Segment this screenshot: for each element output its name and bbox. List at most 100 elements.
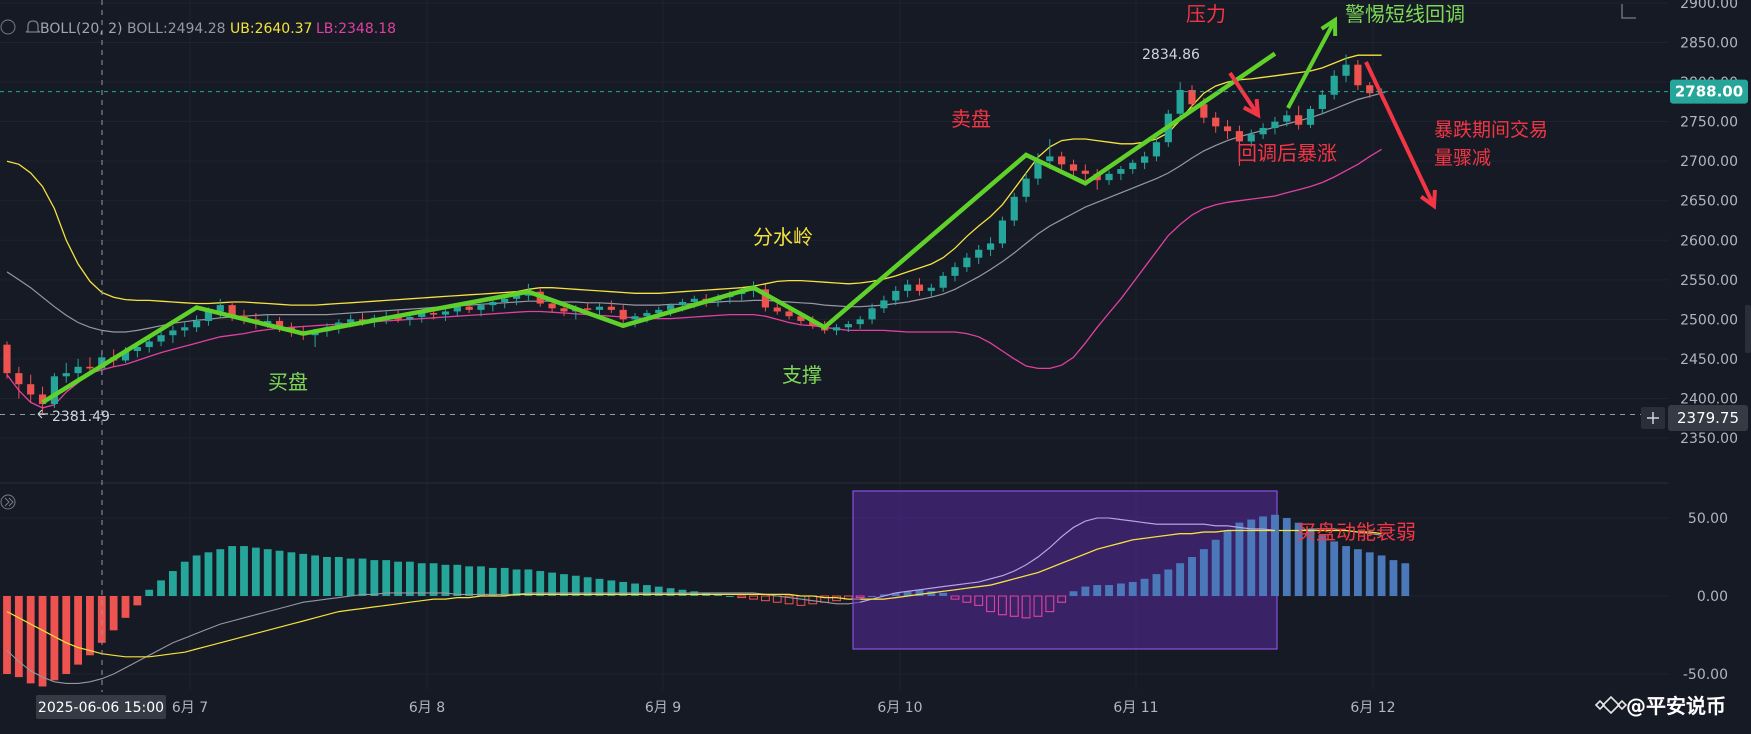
macd-histogram-bar: [654, 586, 663, 596]
macd-histogram-bar: [784, 595, 794, 605]
macd-histogram-bar: [855, 595, 865, 599]
macd-histogram-bar: [880, 594, 888, 596]
candle-body: [880, 300, 888, 309]
price-tick-label: 2450.00: [1680, 352, 1738, 368]
annotation-beware-pullback: 警惕短线回调: [1345, 2, 1465, 26]
candle-body: [975, 249, 983, 258]
candle: [62, 362, 70, 383]
macd-collapse-icon[interactable]: [0, 494, 16, 510]
price-tick-label: 2900.00: [1680, 0, 1738, 12]
macd-histogram-bar: [488, 567, 497, 596]
plus-icon: [1647, 412, 1659, 424]
candle-body: [785, 311, 793, 317]
macd-histogram-bar: [1294, 522, 1303, 596]
candle-body: [204, 311, 213, 321]
annotation-crash-line1: 暴跌期间交易: [1434, 119, 1548, 141]
candle-body: [678, 301, 687, 306]
boll-lower-value: LB:2348.18: [316, 21, 396, 37]
candle-body: [477, 305, 485, 310]
macd-histogram-bar: [311, 555, 319, 596]
candle: [1081, 164, 1089, 181]
candle-body: [62, 373, 70, 377]
crosshair-price-tag: 2379.75: [1641, 405, 1748, 431]
logo-icon: [1594, 695, 1628, 715]
bell-icon[interactable]: [25, 20, 41, 33]
macd-histogram-bar: [263, 549, 272, 596]
candle: [1318, 90, 1326, 114]
macd-histogram-bar: [1211, 539, 1220, 596]
macd-histogram-bar: [725, 596, 734, 597]
arrow-shaft: [1286, 19, 1337, 109]
candle-body: [584, 308, 592, 310]
indicator-name[interactable]: BOLL(20, 2): [40, 21, 123, 37]
price-tick-label: 2850.00: [1680, 36, 1738, 52]
annotation-momentum-weak: 买盘动能衰弱: [1296, 520, 1416, 544]
macd-histogram-bar: [1401, 563, 1410, 596]
macd-histogram-bar: [1045, 595, 1055, 613]
price-tick-label: 2550.00: [1680, 273, 1738, 289]
macd-histogram-bar: [453, 564, 462, 596]
low-price-label: 2381.49: [52, 409, 110, 425]
macd-histogram-bar: [1140, 578, 1149, 596]
macd-histogram-bar: [560, 574, 568, 596]
macd-histogram-bar: [86, 596, 94, 656]
macd-histogram-bar: [1021, 595, 1031, 619]
boll-upper-line: [6, 54, 1382, 306]
candle-body: [430, 313, 438, 315]
candle: [181, 320, 189, 337]
fullscreen-icon[interactable]: [1621, 4, 1636, 19]
candle: [904, 279, 912, 298]
macd-panel: [3, 490, 1410, 687]
candle: [1022, 173, 1030, 203]
candle-body: [939, 275, 947, 288]
candle-body: [133, 347, 141, 351]
macd-histogram-bar: [1318, 535, 1327, 596]
candle-body: [868, 308, 876, 320]
macd-histogram-bar: [1342, 546, 1350, 596]
candle-body: [1330, 75, 1338, 95]
candle: [477, 303, 485, 317]
annotation-pressure: 压力: [1186, 2, 1226, 26]
candle-body: [169, 330, 177, 336]
candle: [441, 308, 450, 321]
macd-histogram-bar: [1365, 552, 1374, 596]
annotations: 买盘 分水岭 支撑 卖盘 压力 回调后暴涨 警惕短线回调 暴跌期间交易 量骤减 …: [268, 2, 1548, 544]
candle-body: [607, 306, 615, 310]
candle: [1283, 110, 1291, 127]
annotation-watershed: 分水岭: [753, 225, 813, 249]
time-axis[interactable]: 6月 7 6月 8 6月 9 6月 10 6月 11 6月 12: [172, 700, 1396, 716]
candle-body: [145, 341, 153, 348]
macd-histogram-bar: [1354, 549, 1362, 596]
candle: [1188, 85, 1196, 110]
scale-handle[interactable]: [1745, 305, 1751, 353]
collapse-icon[interactable]: [0, 19, 16, 35]
candle: [975, 245, 983, 264]
macd-histogram-bar: [109, 596, 118, 631]
candle-body: [1366, 85, 1374, 94]
macd-histogram-bar: [429, 563, 438, 596]
candle: [1235, 125, 1243, 166]
candle-body: [797, 316, 805, 321]
up-arrow: [1286, 16, 1338, 109]
macd-histogram-bar: [737, 595, 747, 599]
macd-tick-label: 50.00: [1688, 511, 1728, 527]
candle-body: [441, 311, 450, 315]
macd-histogram-bar: [417, 563, 426, 596]
candle-body: [773, 307, 781, 312]
macd-histogram-bar: [394, 561, 402, 596]
candle-body: [1081, 170, 1089, 174]
candle: [998, 216, 1006, 249]
price-tick-label: 2600.00: [1680, 233, 1738, 249]
price-tick-label: 2700.00: [1680, 154, 1738, 170]
macd-histogram-bar: [714, 594, 722, 596]
candle: [1010, 192, 1018, 227]
time-tick-label: 6月 8: [409, 700, 445, 716]
macd-histogram-bar: [583, 577, 592, 596]
candle: [1117, 165, 1125, 181]
candle: [963, 252, 971, 272]
macd-axis[interactable]: 50.00 0.00 -50.00: [1683, 511, 1728, 683]
macd-histogram-bar: [548, 572, 556, 596]
candle-body: [228, 305, 236, 316]
candle: [1129, 159, 1137, 174]
